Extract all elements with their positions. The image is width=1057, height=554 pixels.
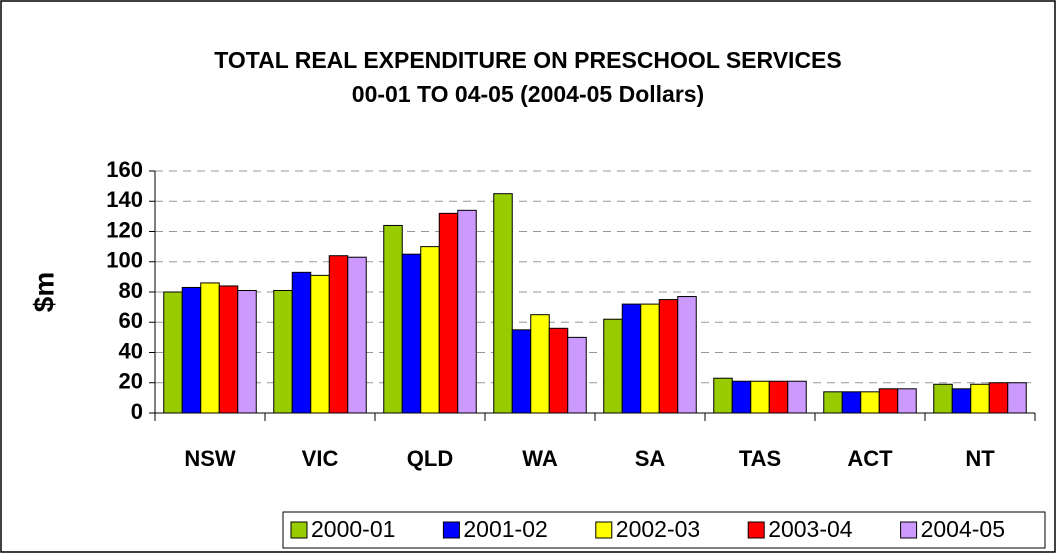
bar: [383, 224, 403, 414]
legend-swatch: [290, 521, 308, 539]
x-tick-label: NSW: [184, 446, 236, 471]
bar: [897, 388, 917, 414]
bar: [273, 289, 293, 414]
bar: [677, 296, 697, 414]
bar: [493, 193, 513, 414]
legend-swatch: [900, 521, 918, 539]
bar: [970, 383, 990, 414]
y-tick-label: 120: [106, 217, 143, 242]
y-tick-label: 80: [119, 278, 143, 303]
y-tick-label: 40: [119, 338, 143, 363]
bar: [988, 382, 1009, 414]
bar: [328, 255, 349, 414]
bar: [438, 212, 459, 414]
x-tick-label: ACT: [847, 446, 893, 471]
bar: [841, 391, 862, 414]
bar: [310, 274, 330, 414]
bar: [457, 209, 477, 414]
legend-label: 2004-05: [921, 516, 1005, 542]
bar: [768, 380, 789, 414]
bar: [1007, 382, 1027, 414]
bar: [750, 380, 770, 414]
bar: [823, 391, 843, 414]
bar: [237, 289, 257, 414]
bar: [621, 303, 642, 414]
bar: [731, 380, 752, 414]
bar: [163, 291, 183, 414]
bar: [567, 336, 587, 414]
bar: [787, 380, 807, 414]
y-tick-label: 20: [119, 369, 143, 394]
bar: [951, 388, 972, 414]
y-tick-label: 100: [106, 248, 143, 273]
y-tick-label: 160: [106, 157, 143, 182]
y-tick-label: 140: [106, 187, 143, 212]
chart-subtitle: 00-01 TO 04-05 (2004-05 Dollars): [352, 81, 704, 107]
bar: [347, 256, 367, 414]
x-tick-label: VIC: [302, 446, 339, 471]
legend-swatch: [747, 521, 765, 539]
legend-label: 2003-04: [768, 516, 853, 542]
bar: [603, 318, 623, 414]
legend-label: 2002-03: [616, 516, 700, 542]
bar: [878, 388, 899, 414]
x-tick-label: QLD: [407, 446, 453, 471]
legend-box: [282, 511, 1046, 549]
bar: [530, 314, 550, 414]
bar: [218, 285, 239, 414]
bar: [548, 327, 569, 414]
bar: [658, 299, 679, 414]
bar: [291, 271, 312, 414]
x-tick-label: NT: [965, 446, 995, 471]
legend-swatch: [442, 521, 460, 539]
bar: [713, 377, 733, 414]
bar: [200, 282, 220, 414]
bar: [401, 253, 422, 414]
x-tick-label: WA: [522, 446, 558, 471]
x-tick-label: SA: [635, 446, 666, 471]
y-tick-label: 60: [119, 308, 143, 333]
bar: [933, 383, 953, 414]
y-tick-label: 0: [131, 399, 143, 424]
bar: [860, 391, 880, 414]
legend-label: 2001-02: [463, 516, 547, 542]
legend-swatch: [595, 521, 613, 539]
bar: [181, 286, 202, 414]
x-tick-label: TAS: [739, 446, 781, 471]
legend-label: 2000-01: [311, 516, 395, 542]
bar: [640, 303, 660, 414]
bar: [420, 246, 440, 414]
y-axis-label: $m: [28, 272, 59, 312]
bar: [511, 329, 532, 414]
chart-title: TOTAL REAL EXPENDITURE ON PRESCHOOL SERV…: [214, 47, 842, 73]
